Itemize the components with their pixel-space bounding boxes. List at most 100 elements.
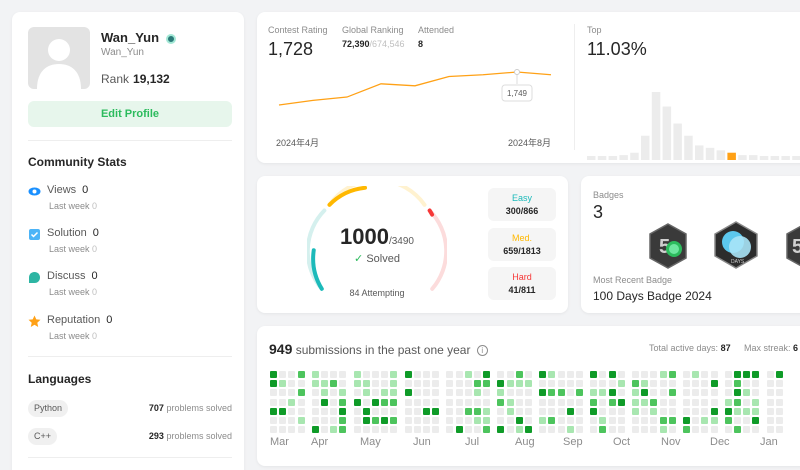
heatmap-cell[interactable] — [557, 426, 565, 434]
heatmap-cell[interactable] — [566, 398, 574, 406]
heatmap-cell[interactable] — [390, 417, 398, 424]
heatmap-cell[interactable] — [692, 371, 700, 378]
heatmap-cell[interactable] — [339, 371, 347, 378]
heatmap-cell[interactable] — [566, 407, 574, 415]
heatmap-cell[interactable] — [446, 389, 454, 397]
heatmap-cell[interactable] — [692, 398, 700, 406]
heatmap-cell[interactable] — [432, 407, 440, 415]
heatmap-cell[interactable] — [692, 389, 700, 397]
heatmap-cell[interactable] — [641, 407, 649, 415]
heatmap-cell[interactable] — [339, 417, 347, 424]
heatmap-cell[interactable] — [710, 426, 718, 434]
heatmap-cell[interactable] — [650, 380, 658, 388]
heatmap-cell[interactable] — [590, 426, 598, 434]
heatmap-cell[interactable] — [483, 389, 491, 397]
heatmap-cell[interactable] — [515, 371, 523, 378]
heatmap-cell[interactable] — [372, 389, 379, 397]
heatmap-cell[interactable] — [297, 389, 305, 397]
heatmap-cell[interactable] — [548, 389, 556, 397]
heatmap-cell[interactable] — [539, 407, 547, 415]
heatmap-cell[interactable] — [464, 417, 472, 424]
heatmap-cell[interactable] — [270, 426, 277, 434]
heatmap-cell[interactable] — [339, 380, 347, 388]
heatmap-cell[interactable] — [632, 417, 639, 424]
heatmap-cell[interactable] — [548, 398, 556, 406]
heatmap-cell[interactable] — [710, 417, 718, 424]
heatmap-cell[interactable] — [270, 407, 277, 415]
heatmap-cell[interactable] — [390, 426, 398, 434]
heatmap-cell[interactable] — [474, 417, 481, 424]
heatmap-cell[interactable] — [423, 389, 430, 397]
heatmap-cell[interactable] — [339, 389, 347, 397]
heatmap-cell[interactable] — [548, 426, 556, 434]
heatmap-cell[interactable] — [321, 398, 328, 406]
heatmap-cell[interactable] — [497, 398, 505, 406]
heatmap-cell[interactable] — [381, 417, 389, 424]
heatmap-cell[interactable] — [413, 371, 421, 378]
heatmap-cell[interactable] — [362, 389, 370, 397]
heatmap-cell[interactable] — [506, 398, 514, 406]
heatmap-cell[interactable] — [641, 389, 649, 397]
heatmap-cell[interactable] — [311, 389, 319, 397]
heatmap-cell[interactable] — [743, 407, 751, 415]
heatmap-cell[interactable] — [506, 426, 514, 434]
heatmap-cell[interactable] — [372, 407, 379, 415]
heatmap-cell[interactable] — [270, 417, 277, 424]
heatmap-cell[interactable] — [734, 371, 741, 378]
heatmap-cell[interactable] — [650, 417, 658, 424]
heatmap-cell[interactable] — [632, 398, 639, 406]
heatmap-cell[interactable] — [330, 407, 338, 415]
heatmap-cell[interactable] — [617, 398, 625, 406]
heatmap-cell[interactable] — [515, 398, 523, 406]
heatmap-cell[interactable] — [668, 371, 676, 378]
badge-50-days-icon[interactable]: 5 — [647, 223, 689, 269]
heatmap-cell[interactable] — [766, 389, 774, 397]
heatmap-cell[interactable] — [381, 398, 389, 406]
badge-100-days-icon[interactable]: DAYS — [711, 220, 761, 270]
heatmap-cell[interactable] — [404, 389, 412, 397]
heatmap-cell[interactable] — [743, 398, 751, 406]
heatmap-cell[interactable] — [659, 389, 667, 397]
heatmap-cell[interactable] — [539, 389, 547, 397]
heatmap-cell[interactable] — [525, 371, 532, 378]
heatmap-cell[interactable] — [641, 398, 649, 406]
heatmap-cell[interactable] — [362, 417, 370, 424]
heatmap-cell[interactable] — [617, 380, 625, 388]
heatmap-cell[interactable] — [288, 426, 296, 434]
heatmap-cell[interactable] — [608, 407, 616, 415]
heatmap-cell[interactable] — [557, 380, 565, 388]
heatmap-cell[interactable] — [423, 371, 430, 378]
heatmap-cell[interactable] — [474, 371, 481, 378]
heatmap-cell[interactable] — [330, 417, 338, 424]
heatmap-cell[interactable] — [464, 407, 472, 415]
heatmap-cell[interactable] — [311, 407, 319, 415]
heatmap-cell[interactable] — [599, 417, 607, 424]
heatmap-cell[interactable] — [668, 389, 676, 397]
heatmap-cell[interactable] — [353, 389, 361, 397]
heatmap-cell[interactable] — [692, 407, 700, 415]
heatmap-cell[interactable] — [743, 417, 751, 424]
heatmap-cell[interactable] — [497, 407, 505, 415]
heatmap-cell[interactable] — [297, 380, 305, 388]
heatmap-cell[interactable] — [525, 426, 532, 434]
heatmap-cell[interactable] — [775, 371, 783, 378]
heatmap-cell[interactable] — [515, 380, 523, 388]
heatmap-cell[interactable] — [701, 407, 709, 415]
rating-line-chart[interactable]: 1,749 — [257, 12, 567, 163]
heatmap-cell[interactable] — [710, 371, 718, 378]
heatmap-cell[interactable] — [311, 371, 319, 378]
heatmap-cell[interactable] — [766, 417, 774, 424]
heatmap-cell[interactable] — [632, 407, 639, 415]
heatmap-cell[interactable] — [557, 398, 565, 406]
heatmap-cell[interactable] — [413, 398, 421, 406]
heatmap-cell[interactable] — [270, 380, 277, 388]
heatmap-cell[interactable] — [311, 380, 319, 388]
heatmap-cell[interactable] — [353, 426, 361, 434]
heatmap-cell[interactable] — [455, 398, 463, 406]
heatmap-cell[interactable] — [752, 426, 760, 434]
heatmap-cell[interactable] — [710, 389, 718, 397]
heatmap-cell[interactable] — [362, 398, 370, 406]
heatmap-cell[interactable] — [362, 380, 370, 388]
heatmap-cell[interactable] — [372, 371, 379, 378]
heatmap-cell[interactable] — [525, 398, 532, 406]
